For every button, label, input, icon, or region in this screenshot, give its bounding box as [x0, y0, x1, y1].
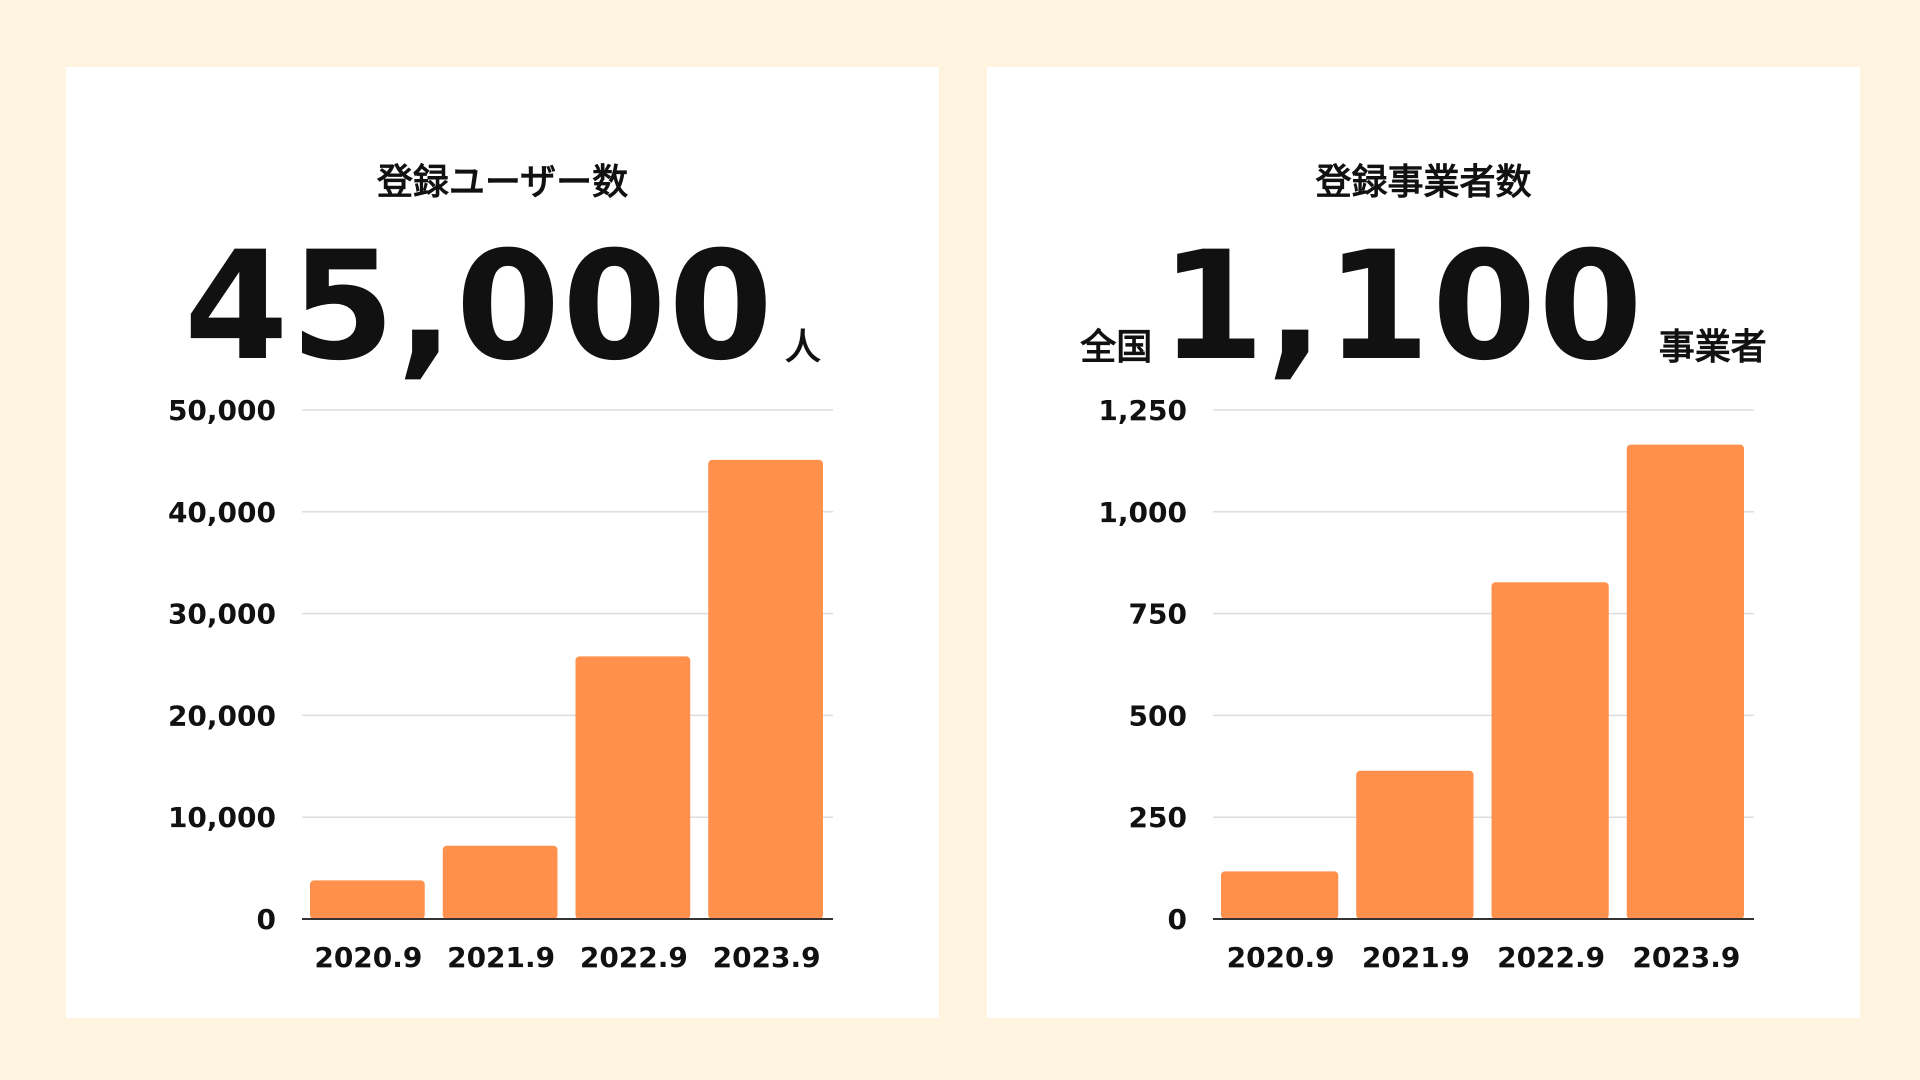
businesses-headline: 全国 1,100 事業者 [987, 232, 1860, 382]
users-total-unit: 人 [784, 327, 821, 368]
x-tick-label: 2020.9 [314, 941, 422, 974]
y-tick-label: 20,000 [168, 699, 276, 732]
y-tick-label: 750 [1129, 598, 1187, 631]
x-tick-label: 2023.9 [713, 941, 821, 974]
y-tick-label: 1,000 [1098, 496, 1187, 529]
bar-2020.9 [310, 880, 425, 919]
x-tick-label: 2020.9 [1227, 941, 1335, 974]
businesses-total-value: 1,100 [1160, 220, 1645, 394]
businesses-total-unit: 事業者 [1658, 327, 1767, 368]
y-tick-label: 40,000 [168, 496, 276, 529]
y-tick-label: 30,000 [168, 598, 276, 631]
x-tick-label: 2022.9 [1497, 941, 1605, 974]
businesses-title: 登録事業者数 [1315, 162, 1532, 203]
y-tick-label: 1,250 [1098, 394, 1187, 427]
bar-2021.9 [442, 845, 558, 919]
bar-2022.9 [575, 656, 691, 919]
users-bar-chart: 0 10,000 20,000 30,000 40,000 50,000 2020.9 202… [168, 394, 833, 974]
x-tick-label: 2021.9 [1362, 941, 1470, 974]
users-title: 登録ユーザー数 [376, 162, 629, 203]
y-tick-label: 250 [1129, 801, 1187, 834]
y-tick-label: 50,000 [168, 394, 276, 427]
x-tick-label: 2023.9 [1632, 941, 1740, 974]
bar-2020.9 [1221, 871, 1339, 919]
x-tick-label: 2022.9 [580, 941, 688, 974]
users-card: 登録ユーザー数 45,000 人 0 10,000 20,000 30,000 40,0… [66, 67, 939, 1018]
bar-2023.9 [708, 459, 823, 919]
businesses-bar-chart: 0 250 500 750 1,000 1,250 2020.9 2021.9 2022.9 20… [1098, 394, 1754, 974]
y-tick-label: 0 [1168, 903, 1187, 936]
businesses-card: 登録事業者数 全国 1,100 事業者 0 250 500 750 1,000 1,250… [987, 67, 1860, 1018]
bar-2022.9 [1491, 582, 1609, 919]
y-tick-label: 10,000 [168, 801, 276, 834]
users-headline: 45,000 人 [66, 232, 939, 382]
bar-2021.9 [1356, 770, 1474, 919]
x-tick-label: 2021.9 [447, 941, 555, 974]
users-total-value: 45,000 [184, 220, 775, 394]
businesses-total-prefix: 全国 [1080, 327, 1153, 368]
bar-2023.9 [1626, 444, 1744, 919]
y-tick-label: 0 [257, 903, 276, 936]
y-tick-label: 500 [1129, 699, 1187, 732]
